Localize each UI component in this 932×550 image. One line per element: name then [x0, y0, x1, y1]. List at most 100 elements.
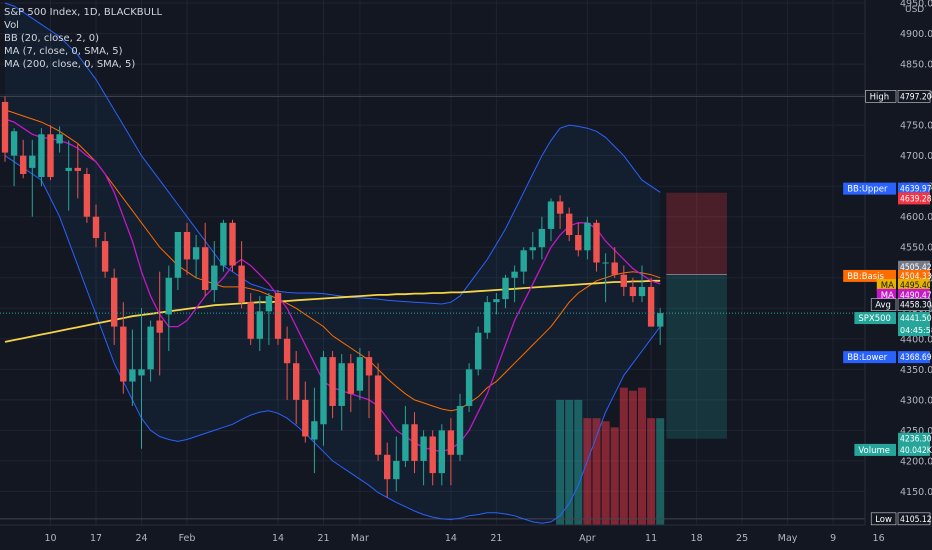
y-tick-label: 4250.00 — [900, 426, 932, 437]
candle — [384, 442, 391, 498]
candle — [402, 405, 409, 468]
candle — [447, 418, 455, 486]
candle-body — [92, 216, 100, 239]
candle-body — [183, 231, 191, 260]
symbol-title[interactable]: S&P 500 Index, 1D, BLACKBULL — [4, 7, 163, 18]
candle — [465, 363, 473, 413]
axis-label-name: BB:Lower — [847, 353, 887, 363]
candle-body — [538, 228, 546, 248]
axis-label-name: MA — [881, 291, 894, 301]
candles — [1, 96, 664, 498]
axis-label-value-bg — [898, 432, 930, 445]
volume-bar — [565, 399, 574, 525]
candle-body — [520, 250, 527, 272]
candle-body — [174, 231, 182, 278]
axis-label: 4797.20 High — [865, 90, 932, 103]
candle-body — [402, 424, 409, 461]
candle — [302, 381, 309, 443]
candle-body — [638, 286, 646, 297]
candle — [138, 308, 145, 449]
axis-value-labels: 4797.20 High 4639.97 BB:Upper 4639.28 4505.42… — [843, 90, 932, 526]
candle-body — [411, 424, 418, 461]
candle — [329, 351, 336, 419]
axis-label: 4504.33 BB:Basis — [843, 269, 932, 282]
y-tick-label: 4900.00 — [900, 29, 932, 40]
volume-bar — [656, 418, 665, 525]
volume-bar — [619, 387, 628, 525]
candle-body — [156, 320, 163, 333]
axis-label-value-bg — [897, 512, 931, 526]
candle-body — [20, 155, 27, 174]
candle-body — [192, 247, 200, 260]
candle-body — [611, 262, 618, 275]
candle — [192, 235, 200, 278]
candle-body — [293, 363, 300, 400]
axis-label-name-bg — [876, 288, 896, 301]
candle-body — [10, 131, 18, 156]
x-tick-label: May — [778, 533, 798, 544]
y-tick-label: 4600.00 — [900, 212, 932, 223]
x-tick-label: 18 — [691, 533, 703, 544]
candle-body — [147, 326, 154, 370]
candle — [584, 216, 591, 260]
candle — [556, 195, 564, 229]
axis-label-name-bg — [843, 351, 896, 364]
candle-body — [593, 222, 600, 263]
chart-legend: S&P 500 Index, 1D, BLACKBULL Vol BB (20,… — [4, 6, 162, 71]
axis-label-value: 4441.50 — [900, 314, 932, 324]
candle-body — [311, 421, 318, 440]
volume-bar — [574, 399, 583, 525]
candle-body — [566, 213, 573, 236]
x-ticks: 10 17 24 Feb 14 21 Mar 14 21 Apr 11 18 25 May 9 16 — [44, 533, 884, 544]
legend-vol[interactable]: Vol — [4, 20, 19, 31]
candle — [338, 354, 345, 431]
legend-ma7[interactable]: MA (7, close, 0, SMA, 5) — [4, 46, 123, 57]
y-tick-label: 4850.00 — [900, 60, 932, 71]
candle-body — [47, 134, 54, 178]
candle-body — [584, 222, 591, 251]
axis-label-name: SPX500 — [858, 314, 891, 324]
candle — [202, 222, 209, 297]
candle — [502, 274, 509, 309]
candle-body — [657, 313, 664, 327]
candle — [274, 289, 282, 345]
candle — [593, 219, 600, 272]
axis-label-value-bg — [898, 279, 930, 292]
y-tick-label: 4400.00 — [900, 334, 932, 345]
axis-label-value-bg — [898, 269, 930, 282]
axis-label-value-bg — [898, 288, 930, 301]
candle-body — [120, 326, 127, 382]
candle — [129, 329, 136, 406]
candle — [10, 128, 18, 187]
candle — [83, 167, 91, 223]
legend-bb[interactable]: BB (20, close, 2, 0) — [4, 33, 99, 44]
candle-body — [138, 369, 145, 376]
candle — [174, 231, 182, 290]
candle — [111, 268, 118, 345]
candle-body — [111, 277, 118, 327]
y-tick-label: 4150.00 — [900, 487, 932, 498]
candle — [411, 412, 418, 474]
candle-body — [393, 460, 400, 480]
axis-label-value: 4495.40 — [900, 281, 932, 291]
candle-body — [129, 369, 136, 382]
x-tick-label: Feb — [179, 533, 196, 544]
candle-body — [456, 405, 464, 455]
legend-ma200[interactable]: MA (200, close, 0, SMA, 5) — [4, 59, 136, 70]
candle-body — [502, 277, 509, 300]
candle — [38, 128, 45, 187]
candle-body — [56, 134, 63, 144]
candle-body — [374, 375, 382, 455]
candle-body — [384, 454, 391, 480]
volume-bar — [592, 418, 601, 525]
candle — [429, 430, 436, 486]
y-tick-label: 4700.00 — [900, 151, 932, 162]
volume-bar — [601, 421, 610, 525]
axis-label: 4639.97 BB:Upper — [843, 182, 932, 195]
candle — [365, 351, 373, 419]
candle — [120, 302, 127, 394]
candle — [1, 96, 9, 162]
axis-label: 4441.50 04:45:58 SPX500 — [854, 312, 932, 337]
x-tick-label: 16 — [873, 533, 885, 544]
